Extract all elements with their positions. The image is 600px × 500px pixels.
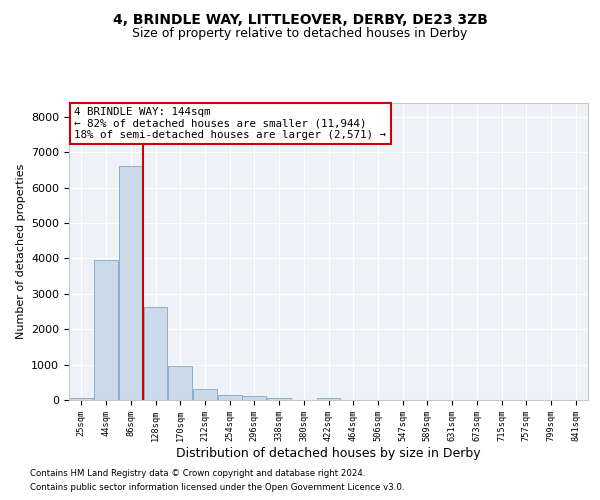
Text: Contains public sector information licensed under the Open Government Licence v3: Contains public sector information licen… xyxy=(30,484,404,492)
Bar xyxy=(94,260,118,400)
Y-axis label: Number of detached properties: Number of detached properties xyxy=(16,164,26,339)
Text: Contains HM Land Registry data © Crown copyright and database right 2024.: Contains HM Land Registry data © Crown c… xyxy=(30,468,365,477)
Bar xyxy=(143,307,167,400)
Bar xyxy=(193,389,217,400)
Bar xyxy=(267,398,291,400)
Bar xyxy=(317,398,340,400)
Bar xyxy=(168,366,192,400)
X-axis label: Distribution of detached houses by size in Derby: Distribution of detached houses by size … xyxy=(176,447,481,460)
Text: 4, BRINDLE WAY, LITTLEOVER, DERBY, DE23 3ZB: 4, BRINDLE WAY, LITTLEOVER, DERBY, DE23 … xyxy=(113,12,487,26)
Bar xyxy=(218,396,242,400)
Bar xyxy=(70,398,94,400)
Bar xyxy=(242,396,266,400)
Text: Size of property relative to detached houses in Derby: Size of property relative to detached ho… xyxy=(133,28,467,40)
Text: 4 BRINDLE WAY: 144sqm
← 82% of detached houses are smaller (11,944)
18% of semi-: 4 BRINDLE WAY: 144sqm ← 82% of detached … xyxy=(74,107,386,140)
Bar xyxy=(119,166,143,400)
